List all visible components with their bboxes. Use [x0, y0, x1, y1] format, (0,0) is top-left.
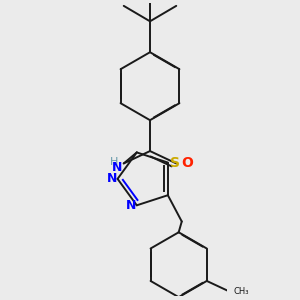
Text: H: H: [110, 157, 118, 167]
Text: O: O: [181, 156, 193, 170]
Text: N: N: [107, 172, 117, 185]
Text: N: N: [126, 199, 136, 212]
Text: S: S: [170, 155, 180, 170]
Text: N: N: [112, 160, 122, 174]
Text: CH₃: CH₃: [234, 287, 249, 296]
